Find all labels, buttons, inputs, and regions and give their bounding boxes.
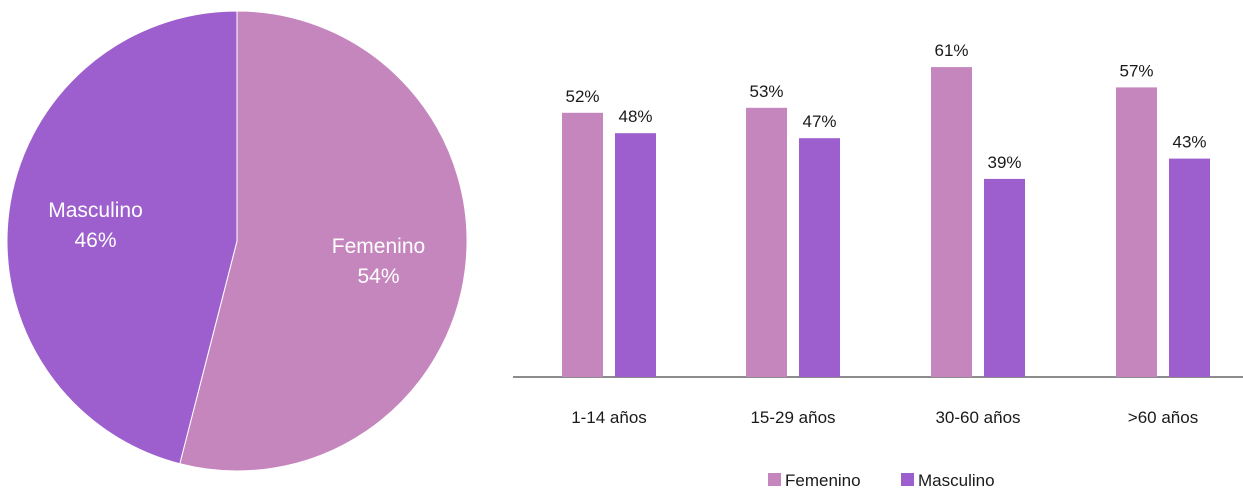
- pie-slice-femenino: [179, 10, 468, 472]
- pie-chart: Femenino 54% Masculino 46%: [6, 10, 468, 472]
- pie-label-masculino: Masculino: [48, 199, 143, 222]
- legend-swatch-femenino: [768, 473, 781, 486]
- bar-femenino-15-29-a-os: [746, 107, 787, 378]
- x-tick-label-15-29-a-os: 15-29 años: [750, 408, 835, 427]
- pie-value-masculino: 46%: [74, 229, 116, 252]
- x-tick-label-60-a-os: >60 años: [1128, 408, 1198, 427]
- bar-femenino-30-60-a-os: [931, 67, 972, 377]
- bar-masculino-30-60-a-os: [984, 178, 1025, 377]
- bar-masculino-1-14-a-os: [615, 133, 656, 377]
- x-tick-label-1-14-a-os: 1-14 años: [571, 408, 647, 427]
- data-label-masculino-1-14-a-os: 48%: [618, 107, 652, 126]
- bar-femenino-1-14-a-os: [562, 112, 603, 378]
- data-label-masculino-30-60-a-os: 39%: [987, 153, 1021, 172]
- data-label-femenino-30-60-a-os: 61%: [934, 41, 968, 60]
- data-label-femenino-60-a-os: 57%: [1119, 61, 1153, 80]
- pie-value-femenino: 54%: [357, 265, 399, 288]
- legend-swatch-masculino: [901, 473, 914, 486]
- bar-masculino-60-a-os: [1169, 158, 1210, 377]
- pie-slice-masculino: [6, 10, 238, 465]
- bar-femenino-60-a-os: [1116, 87, 1157, 378]
- bar-masculino-15-29-a-os: [799, 138, 840, 377]
- legend: Femenino Masculino: [768, 471, 995, 490]
- bar-marks: 52% 48% 1-14 años 53% 47% 15-29 años 61% 39% 30-…: [562, 41, 1210, 427]
- legend-label-femenino: Femenino: [785, 471, 861, 490]
- data-label-femenino-15-29-a-os: 53%: [749, 82, 783, 101]
- pie-label-femenino: Femenino: [332, 235, 425, 258]
- data-label-femenino-1-14-a-os: 52%: [565, 87, 599, 106]
- bar-chart: 52% 48% 1-14 años 53% 47% 15-29 años 61% 39% 30-…: [513, 41, 1243, 490]
- legend-label-masculino: Masculino: [918, 471, 995, 490]
- data-label-masculino-15-29-a-os: 47%: [802, 112, 836, 131]
- data-label-masculino-60-a-os: 43%: [1172, 133, 1206, 152]
- x-tick-label-30-60-a-os: 30-60 años: [935, 408, 1020, 427]
